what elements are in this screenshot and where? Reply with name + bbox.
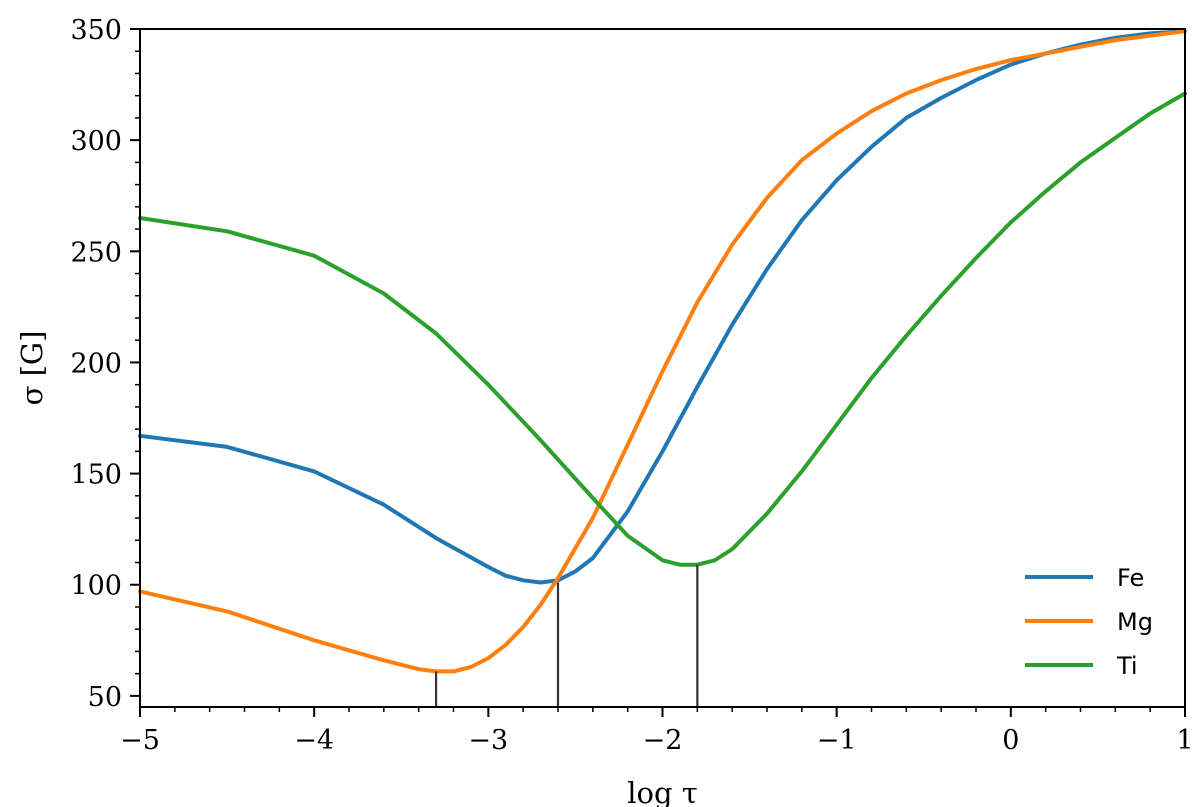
x-tick-label: 0: [1002, 725, 1019, 756]
y-tick-label: 50: [88, 682, 122, 713]
x-tick-label: 1: [1176, 725, 1193, 756]
x-axis-ticks: −5 −4 −3 −2 −1 0 1: [120, 707, 1194, 756]
y-tick-label: 150: [70, 460, 122, 491]
y-tick-label: 100: [70, 571, 122, 602]
x-tick-label: −5: [120, 725, 160, 756]
x-tick-label: −3: [468, 725, 508, 756]
x-tick-label: −4: [294, 725, 334, 756]
y-tick-label: 350: [70, 15, 122, 46]
legend-label-fe: Fe: [1117, 564, 1144, 592]
legend-label-mg: Mg: [1117, 608, 1153, 636]
x-axis-label: log τ: [627, 776, 698, 807]
y-tick-label: 200: [70, 348, 122, 379]
legend: Fe Mg Ti: [1025, 564, 1153, 680]
y-axis-ticks: 50 100 150 200 250 300 350: [70, 15, 140, 713]
y-axis-label: σ [G]: [15, 331, 49, 406]
marker-lines: [434, 564, 699, 707]
series-line-mg: [138, 29, 1187, 674]
legend-label-ti: Ti: [1116, 652, 1138, 680]
x-tick-label: −1: [817, 725, 857, 756]
y-tick-label: 250: [70, 237, 122, 268]
y-tick-label: 300: [70, 126, 122, 157]
x-tick-label: −2: [643, 725, 683, 756]
series-line-fe: [138, 29, 1187, 585]
series-line-ti: [138, 91, 1187, 567]
plot-lines: [138, 29, 1187, 674]
